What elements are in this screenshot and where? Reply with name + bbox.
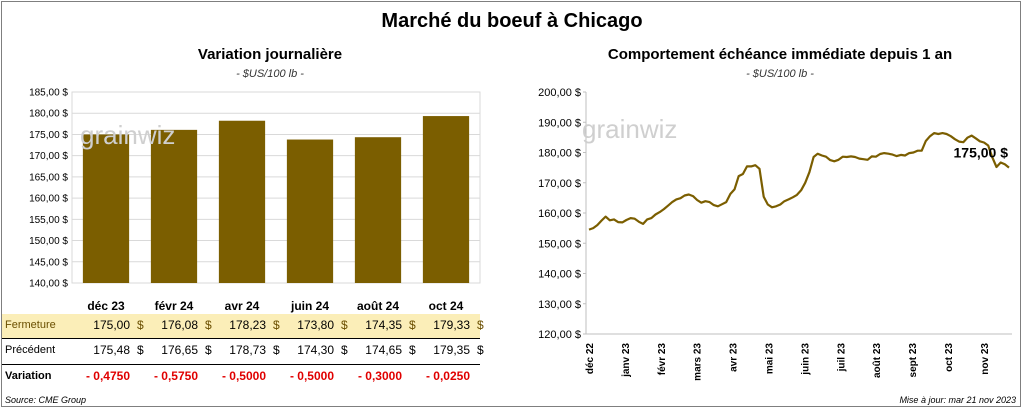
bar-y-tick-label: 140,00 $	[29, 279, 68, 290]
table-cell-unit: $	[341, 343, 348, 357]
line-x-tick-label: déc 22	[585, 343, 596, 375]
bar-y-tick-label: 175,00 $	[29, 130, 68, 141]
table-row-separator	[2, 364, 480, 365]
table-cell-value: - 0,3000	[357, 369, 402, 383]
bar-x-category-label: juin 24	[290, 299, 329, 313]
bar-x-category-label: oct 24	[429, 299, 464, 313]
line-x-tick-label: juil 23	[836, 343, 847, 373]
line-x-tick-label: août 23	[872, 343, 883, 378]
table-cell-unit: $	[205, 318, 212, 332]
table-cell-unit: $	[341, 318, 348, 332]
table-cell-value: 174,35	[365, 318, 402, 332]
line-x-tick-label: nov 23	[980, 343, 991, 375]
watermark-logo-right: grainwiz	[582, 114, 677, 144]
line-x-tick-label: oct 23	[944, 343, 955, 372]
bar	[422, 116, 470, 283]
bar-chart-subtitle: - $US/100 lb -	[236, 68, 304, 80]
line-chart-subtitle: - $US/100 lb -	[746, 68, 814, 80]
table-cell-value: 174,65	[365, 343, 402, 357]
table-cell-value: 178,73	[229, 343, 266, 357]
table-cell-value: - 0,5750	[153, 369, 198, 383]
table-cell-value: 179,33	[433, 318, 470, 332]
last-value-label: 175,00 $	[954, 145, 1009, 161]
bar-y-tick-label: 170,00 $	[29, 151, 68, 162]
line-x-tick-label: sept 23	[908, 343, 919, 378]
bar-x-category-label: déc 23	[87, 299, 125, 313]
bar	[150, 129, 198, 283]
bar-y-tick-label: 150,00 $	[29, 236, 68, 247]
table-cell-unit: $	[477, 343, 484, 357]
table-cell-value: 178,23	[229, 318, 266, 332]
main-title: Marché du boeuf à Chicago	[381, 10, 643, 32]
line-x-tick-label: janv 23	[621, 343, 632, 378]
table-cell-value: 179,35	[433, 343, 470, 357]
line-x-tick-label: mai 23	[764, 343, 775, 375]
price-series-line	[588, 132, 1010, 231]
line-chart-title: Comportement échéance immédiate depuis 1…	[607, 46, 953, 63]
bar-y-tick-label: 165,00 $	[29, 172, 68, 183]
table-cell-unit: $	[409, 343, 416, 357]
table-cell-unit: $	[477, 318, 484, 332]
line-y-tick-label: 180,00 $	[538, 148, 581, 160]
bar-y-tick-label: 180,00 $	[29, 109, 68, 120]
table-row-separator	[2, 338, 480, 339]
table-cell-value: - 0,0250	[425, 369, 470, 383]
fermeture-row-highlight	[2, 314, 480, 338]
table-cell-unit: $	[137, 343, 144, 357]
bar-x-category-label: août 24	[357, 299, 399, 313]
bar	[82, 134, 130, 283]
line-y-tick-label: 200,00 $	[538, 87, 581, 99]
table-cell-value: 175,00	[93, 318, 130, 332]
update-note: Mise à jour: mar 21 nov 2023	[899, 395, 1016, 405]
bar	[218, 120, 266, 283]
line-y-tick-label: 130,00 $	[538, 299, 581, 311]
bar	[286, 139, 334, 283]
table-cell-value: - 0,4750	[85, 369, 130, 383]
watermark-logo-left: grainwiz	[80, 120, 175, 150]
bar-x-category-label: févr 24	[155, 299, 194, 313]
table-cell-value: 175,48	[93, 343, 130, 357]
table-cell-unit: $	[137, 318, 144, 332]
table-cell-unit: $	[409, 318, 416, 332]
bar-x-category-label: avr 24	[225, 299, 260, 313]
table-cell-value: 176,65	[161, 343, 198, 357]
table-cell-value: 174,30	[297, 343, 334, 357]
table-cell-unit: $	[273, 343, 280, 357]
table-row-label: Fermeture	[5, 319, 56, 331]
line-y-tick-label: 160,00 $	[538, 208, 581, 220]
line-y-tick-label: 190,00 $	[538, 117, 581, 129]
line-x-tick-label: mars 23	[693, 343, 704, 381]
table-cell-value: 176,08	[161, 318, 198, 332]
line-y-tick-label: 170,00 $	[538, 178, 581, 190]
bar-y-tick-label: 145,00 $	[29, 257, 68, 268]
bar-y-tick-label: 155,00 $	[29, 215, 68, 226]
table-row-label: Variation	[5, 370, 52, 382]
source-note: Source: CME Group	[5, 395, 87, 405]
bar-y-tick-label: 160,00 $	[29, 194, 68, 205]
line-y-tick-label: 120,00 $	[538, 329, 581, 341]
table-cell-value: - 0,5000	[221, 369, 266, 383]
table-cell-unit: $	[205, 343, 212, 357]
bar-chart-title: Variation journalière	[197, 46, 343, 63]
line-x-tick-label: avr 23	[729, 343, 740, 372]
line-y-tick-label: 140,00 $	[538, 269, 581, 281]
line-x-tick-label: févr 23	[657, 343, 668, 376]
bar	[354, 137, 402, 283]
line-y-tick-label: 150,00 $	[538, 238, 581, 250]
bar-y-tick-label: 185,00 $	[29, 88, 68, 99]
table-cell-value: - 0,5000	[289, 369, 334, 383]
table-cell-value: 173,80	[297, 318, 334, 332]
line-x-tick-label: juin 23	[800, 343, 811, 376]
table-cell-unit: $	[273, 318, 280, 332]
table-row-label: Précédent	[5, 344, 56, 356]
